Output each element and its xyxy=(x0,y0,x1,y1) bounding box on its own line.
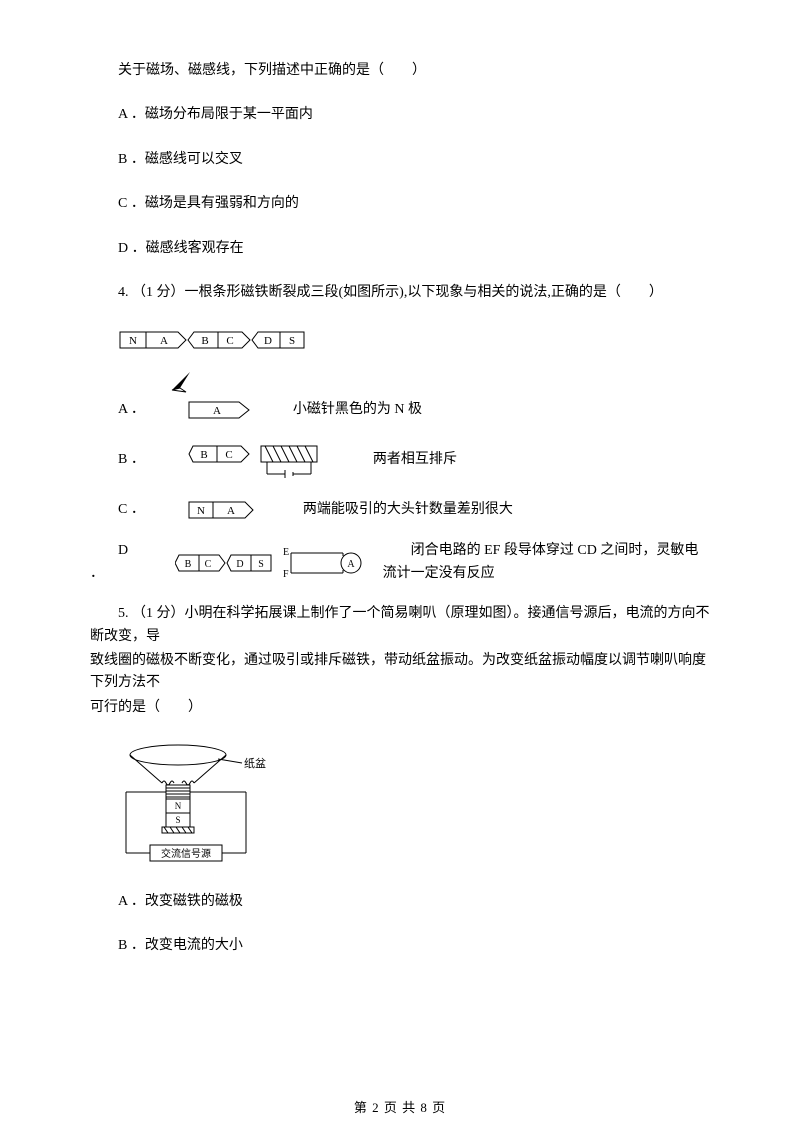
svg-text:交流信号源: 交流信号源 xyxy=(161,847,211,860)
svg-text:A: A xyxy=(347,559,355,570)
svg-text:B: B xyxy=(201,335,208,347)
q5-stem-line2: 致线圈的磁极不断变化，通过吸引或排斥磁铁，带动纸盆振动。为改变纸盆振动幅度以调节… xyxy=(90,650,710,695)
svg-text:S: S xyxy=(289,335,295,347)
q4-d-label: D ． xyxy=(90,540,133,585)
q4-c-label: C ． xyxy=(90,499,145,521)
svg-text:纸盆: 纸盆 xyxy=(244,756,266,770)
svg-text:N: N xyxy=(197,505,205,517)
q5-stem-line3: 可行的是（ ） xyxy=(90,697,710,719)
q4-stem: 4. （1 分）一根条形磁铁断裂成三段(如图所示),以下现象与相关的说法,正确的… xyxy=(90,282,710,304)
svg-text:D: D xyxy=(264,335,272,347)
svg-text:S: S xyxy=(175,815,180,825)
q4-b-text: 两者相互排斥 xyxy=(345,449,457,471)
svg-text:A: A xyxy=(213,405,221,417)
q4-figure-bar-magnet: N A B C D S xyxy=(118,326,710,354)
q3-option-a: A ．磁场分布局限于某一平面内 xyxy=(90,104,710,126)
q4-option-a: A ． A 小磁针黑色的为 N 极 xyxy=(90,368,710,422)
q4-d-text: 闭合电路的 EF 段导体穿过 CD 之间时，灵敏电流计一定没有反应 xyxy=(383,540,710,585)
q3-stem: 关于磁场、磁感线，下列描述中正确的是（ ） xyxy=(90,60,710,82)
q4-a-text: 小磁针黑色的为 N 极 xyxy=(265,399,422,421)
svg-text:C: C xyxy=(225,449,232,461)
q4-b-figure: B C xyxy=(159,440,337,480)
q3-option-c: C ．磁场是具有强弱和方向的 xyxy=(90,193,710,215)
q4-a-label: A ． xyxy=(90,399,145,421)
svg-text:D: D xyxy=(236,559,243,570)
svg-text:N: N xyxy=(175,801,182,811)
q4-c-figure: N A xyxy=(159,498,267,522)
q3-option-b: B ．磁感线可以交叉 xyxy=(90,149,710,171)
q4-c-text: 两端能吸引的大头针数量差别很大 xyxy=(275,499,513,521)
svg-text:B: B xyxy=(200,449,207,461)
q3-option-d: D ．磁感线客观存在 xyxy=(90,238,710,260)
page-footer: 第 2 页 共 8 页 xyxy=(0,1097,800,1116)
q4-b-label: B ． xyxy=(90,449,145,471)
q5-option-a: A ．改变磁铁的磁极 xyxy=(90,891,710,913)
svg-text:B: B xyxy=(184,559,191,570)
svg-text:A: A xyxy=(160,335,168,347)
q4-a-figure: A xyxy=(159,398,257,422)
q5-figure-speaker: N S 交流信号源 纸盆 xyxy=(118,741,710,871)
q4-option-d: D ． B C D S E F xyxy=(90,540,710,585)
compass-needle-icon xyxy=(168,368,198,394)
svg-text:N: N xyxy=(129,335,137,347)
svg-text:C: C xyxy=(204,559,211,570)
svg-text:S: S xyxy=(258,559,264,570)
q5-option-b: B ．改变电流的大小 xyxy=(90,935,710,957)
q4-option-b: B ． B C xyxy=(90,440,710,480)
svg-text:E: E xyxy=(283,547,289,558)
svg-text:A: A xyxy=(227,505,235,517)
svg-text:C: C xyxy=(226,335,233,347)
q4-option-c: C ． N A 两端能吸引的大头针数量差别很大 xyxy=(90,498,710,522)
q5-stem-line1: 5. （1 分）小明在科学拓展课上制作了一个简易喇叭（原理如图）。接通信号源后，… xyxy=(90,603,710,648)
q4-d-figure: B C D S E F A xyxy=(147,543,375,583)
svg-text:F: F xyxy=(283,569,289,580)
